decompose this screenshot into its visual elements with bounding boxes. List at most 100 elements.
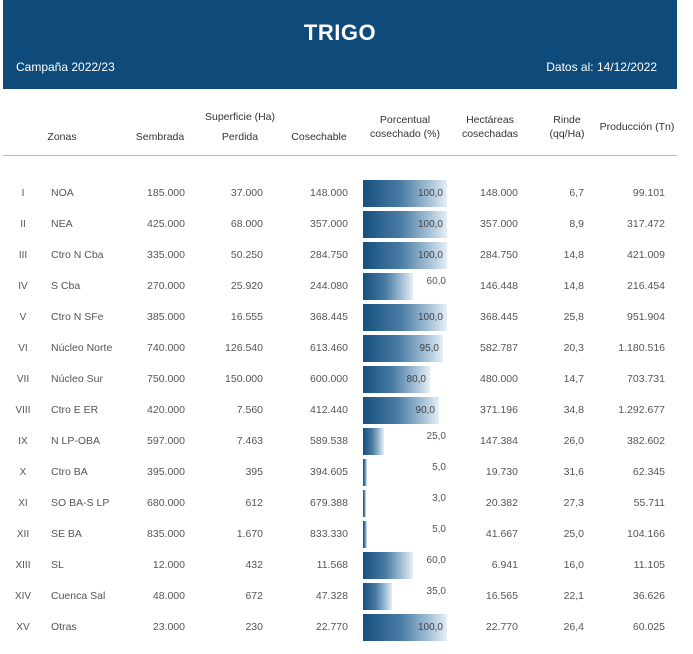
- yield: 26,0: [563, 435, 584, 447]
- harvest-percent: 100,0: [417, 219, 443, 230]
- harvestable-area: 679.388: [310, 497, 348, 509]
- table-row: VIII Ctro E ER 420.000 7.560 412.440 371.196 3…: [3, 395, 677, 426]
- yield: 14,8: [563, 280, 584, 292]
- table-row: V Ctro N SFe 385.000 16.555 368.445 368.445 25…: [3, 302, 677, 333]
- zone-number: XV: [16, 622, 30, 633]
- harvested-hectares: 22.770: [485, 621, 518, 633]
- sown-area: 48.000: [152, 590, 185, 602]
- harvestable-area: 394.605: [310, 466, 348, 478]
- yield: 22,1: [563, 590, 584, 602]
- harvest-progress-bar: [363, 552, 413, 579]
- zone-name: Ctro BA: [51, 466, 88, 478]
- production: 11.105: [633, 559, 665, 571]
- yield: 6,7: [569, 187, 584, 199]
- harvest-percent: 90,0: [415, 405, 435, 416]
- zone-number: IV: [18, 281, 28, 292]
- harvested-hectares: 147.384: [480, 435, 518, 447]
- zone-name: NEA: [51, 218, 73, 230]
- col-rinde: Rinde (qq/Ha): [542, 113, 592, 141]
- zone-name: SE BA: [51, 528, 82, 540]
- harvest-percent: 100,0: [417, 250, 443, 261]
- sown-area: 420.000: [147, 404, 185, 416]
- harvest-percent: 60,0: [426, 276, 446, 287]
- harvested-hectares: 284.750: [480, 249, 518, 261]
- zone-number: VIII: [15, 405, 31, 416]
- harvest-percent: 3,0: [432, 493, 446, 504]
- harvestable-area: 600.000: [310, 373, 348, 385]
- harvest-progress-bar: [363, 366, 430, 393]
- harvest-percent: 80,0: [406, 374, 426, 385]
- sown-area: 597.000: [147, 435, 185, 447]
- zone-number: III: [18, 250, 28, 261]
- lost-area: 612: [245, 497, 263, 509]
- zone-name: Ctro N Cba: [51, 249, 104, 261]
- lost-area: 672: [245, 590, 263, 602]
- col-superficie: Superficie (Ha): [204, 111, 276, 123]
- harvest-progress-bar: [363, 583, 392, 610]
- yield: 31,6: [563, 466, 584, 478]
- production: 1.180.516: [618, 342, 665, 354]
- lost-area: 1.670: [236, 528, 263, 540]
- zone-number: XII: [16, 529, 30, 540]
- harvestable-area: 589.538: [310, 435, 348, 447]
- zone-name: Ctro N SFe: [51, 311, 104, 323]
- col-hectareas-line2: cosechadas: [461, 128, 519, 140]
- table-row: XII SE BA 835.000 1.670 833.330 41.667 25,0 104…: [3, 519, 677, 550]
- col-zonas: Zonas: [47, 131, 77, 143]
- harvest-percent: 25,0: [426, 431, 446, 442]
- zone-name: SL: [51, 559, 64, 571]
- table-row: II NEA 425.000 68.000 357.000 357.000 8,9 317.4…: [3, 209, 677, 240]
- sown-area: 12.000: [152, 559, 185, 571]
- harvest-progress-bar: [363, 614, 447, 641]
- harvested-hectares: 368.445: [480, 311, 518, 323]
- harvest-progress-bar: [363, 273, 413, 300]
- zone-name: Cuenca Sal: [51, 590, 106, 602]
- production: 703.731: [627, 373, 665, 385]
- lost-area: 50.250: [230, 249, 263, 261]
- harvested-hectares: 6.941: [491, 559, 518, 571]
- lost-area: 432: [245, 559, 263, 571]
- sown-area: 23.000: [152, 621, 185, 633]
- lost-area: 37.000: [230, 187, 263, 199]
- table-row: XV Otras 23.000 230 22.770 22.770 26,4 60.025 10…: [3, 612, 677, 643]
- col-rinde-line1: Rinde: [553, 114, 581, 126]
- col-sembrada: Sembrada: [135, 131, 185, 143]
- zone-number: XIII: [15, 560, 31, 571]
- zone-number: XIV: [14, 591, 32, 602]
- zone-number: X: [19, 467, 27, 478]
- production: 55.711: [633, 497, 665, 509]
- sown-area: 680.000: [147, 497, 185, 509]
- zone-name: SO BA-S LP: [51, 497, 110, 509]
- table-row: X Ctro BA 395.000 395 394.605 19.730 31,6 62.34…: [3, 457, 677, 488]
- harvest-progress-bar: [363, 490, 366, 517]
- production: 951.904: [627, 311, 665, 323]
- production: 99.101: [632, 187, 665, 199]
- harvest-percent: 100,0: [417, 188, 443, 199]
- lost-area: 126.540: [225, 342, 263, 354]
- data-date: Datos al: 14/12/2022: [546, 60, 657, 74]
- harvest-progress-bar: [363, 211, 447, 238]
- col-cosechable: Cosechable: [291, 131, 347, 143]
- zone-number: VI: [18, 343, 28, 354]
- harvest-percent: 5,0: [432, 524, 446, 535]
- production: 36.626: [632, 590, 665, 602]
- col-hectareas-line1: Hectáreas: [466, 114, 514, 126]
- campaign-label: Campaña 2022/23: [16, 60, 115, 74]
- harvestable-area: 412.440: [310, 404, 348, 416]
- table-row: XIV Cuenca Sal 48.000 672 47.328 16.565 22,1 36…: [3, 581, 677, 612]
- report-header: TRIGO Campaña 2022/23 Datos al: 14/12/20…: [3, 0, 677, 89]
- harvest-percent: 95,0: [419, 343, 439, 354]
- harvestable-area: 148.000: [310, 187, 348, 199]
- harvest-percent: 35,0: [426, 586, 446, 597]
- yield: 16,0: [563, 559, 584, 571]
- col-porcentual: Porcentual cosechado (%): [360, 113, 450, 141]
- harvest-percent: 100,0: [417, 312, 443, 323]
- zone-name: N LP-OBA: [51, 435, 101, 447]
- harvest-percent: 5,0: [432, 462, 446, 473]
- table-row: III Ctro N Cba 335.000 50.250 284.750 284.750…: [3, 240, 677, 271]
- yield: 14,8: [563, 249, 584, 261]
- table-row: I NOA 185.000 37.000 148.000 148.000 6,7 99.101…: [3, 178, 677, 209]
- harvested-hectares: 20.382: [485, 497, 518, 509]
- production: 62.345: [632, 466, 665, 478]
- harvest-progress-bar: [363, 521, 367, 548]
